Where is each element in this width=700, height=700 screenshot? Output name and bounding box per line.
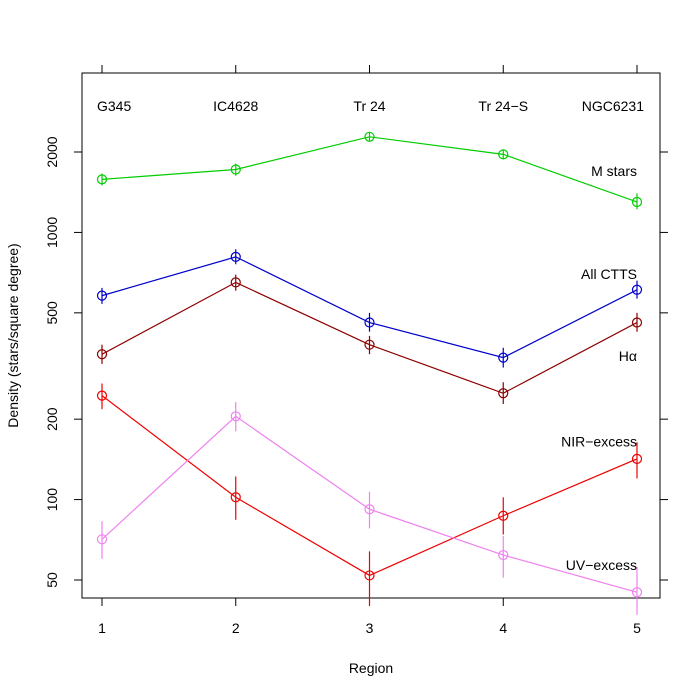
data-point: [230, 411, 241, 422]
series-line: [101, 136, 638, 203]
region-name-label: G345: [97, 98, 131, 114]
data-point: [364, 317, 375, 328]
axes: 1 2 3 4 5 50 100 200 500 1000 2000: [44, 65, 668, 636]
plot-frame: [81, 72, 661, 599]
series-label: NIR−excess: [561, 433, 637, 449]
series-label: UV−excess: [566, 557, 637, 573]
region-name-label: IC4628: [213, 98, 258, 114]
y-axis-label: Density (stars/square degree): [5, 243, 21, 427]
series-3: [96, 383, 643, 606]
data-point: [498, 149, 509, 160]
x-tick-label: 2: [232, 620, 240, 636]
series-line: [101, 395, 638, 577]
y-tick-label: 2000: [44, 136, 60, 167]
y-tick-label: 100: [44, 488, 60, 512]
series-lines: [96, 131, 643, 615]
data-point: [631, 453, 643, 464]
data-point: [498, 388, 509, 399]
series-1: [96, 249, 643, 368]
data-point: [364, 339, 375, 350]
data-point: [364, 504, 375, 515]
chart-labels: Region Density (stars/square degree) G345 I…: [5, 98, 644, 676]
data-point: [230, 164, 241, 175]
series-label: All CTTS: [581, 266, 637, 282]
data-point: [96, 390, 108, 401]
data-point: [364, 570, 375, 581]
x-tick-label: 4: [499, 620, 507, 636]
x-tick-label: 3: [366, 620, 374, 636]
data-point: [364, 131, 375, 142]
series-0: [96, 131, 643, 210]
x-tick-label: 5: [633, 620, 641, 636]
plot-box: [81, 72, 661, 599]
y-tick-label: 500: [44, 301, 60, 325]
region-name-label: Tr 24: [353, 98, 385, 114]
data-point: [631, 284, 643, 295]
data-point: [631, 587, 643, 598]
data-point: [498, 549, 509, 561]
data-point: [631, 196, 643, 208]
data-point: [230, 492, 241, 503]
data-point: [498, 510, 509, 521]
data-point: [96, 174, 108, 185]
data-point: [230, 251, 241, 262]
y-tick-label: 1000: [44, 217, 60, 248]
x-tick-label: 1: [98, 620, 106, 636]
region-name-label: NGC6231: [582, 98, 644, 114]
series-4: [96, 401, 643, 615]
data-point: [96, 290, 108, 301]
region-name-label: Tr 24−S: [478, 98, 528, 114]
series-label: M stars: [591, 163, 637, 179]
data-point: [498, 352, 509, 363]
series-2: [96, 274, 643, 404]
x-axis-label: Region: [349, 660, 393, 676]
data-point: [96, 349, 108, 360]
series-label: Hα: [619, 348, 637, 364]
y-tick-label: 200: [44, 407, 60, 431]
data-point: [631, 317, 643, 328]
data-point: [96, 534, 108, 545]
y-tick-label: 50: [44, 572, 60, 588]
data-point: [230, 277, 241, 288]
